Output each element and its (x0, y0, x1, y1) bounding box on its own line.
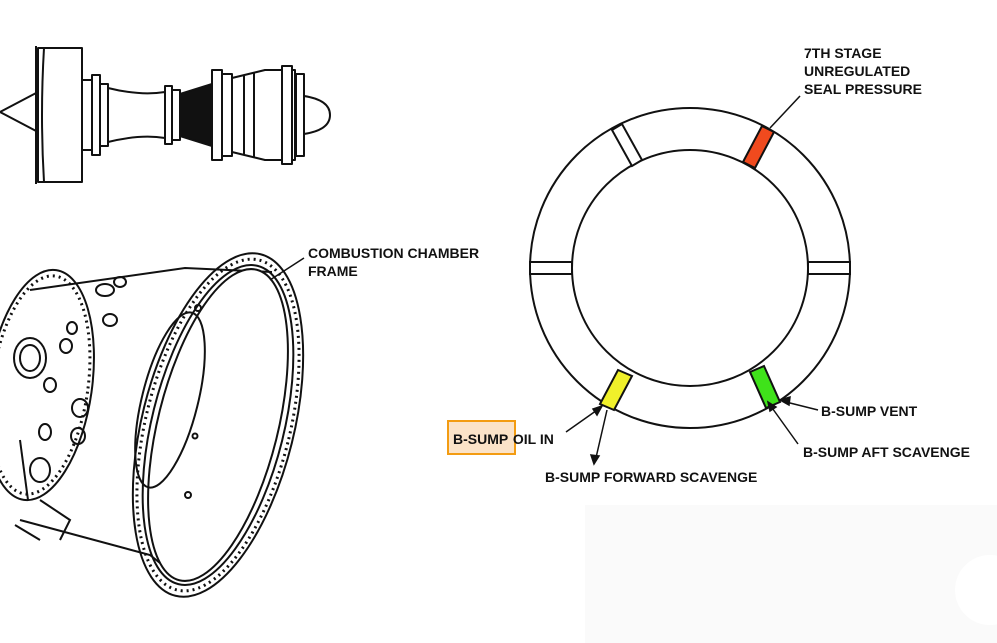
seal-pressure-line-1: 7TH STAGE (804, 45, 882, 61)
seal-pressure-port (741, 124, 776, 170)
oil-in-highlight[interactable] (447, 420, 516, 455)
sump-vent-label: B-SUMP VENT (821, 403, 918, 419)
frame-label: COMBUSTION CHAMBER FRAME (308, 244, 479, 280)
combustion-frame-icon (0, 252, 305, 598)
seal-pressure-line-2: UNREGULATED (804, 63, 911, 79)
oil-in-label: B-SUMP OIL IN (453, 430, 554, 448)
seal-pressure-label: 7TH STAGE UNREGULATED SEAL PRESSURE (804, 44, 922, 98)
sump-aft-scavenge-label: B-SUMP AFT SCAVENGE (803, 444, 970, 460)
sump-forward-scavenge-label: B-SUMP FORWARD SCAVENGE (545, 469, 758, 485)
jet-engine-icon (0, 46, 331, 184)
ring-leaders (565, 95, 819, 466)
frame-line-2: FRAME (308, 263, 358, 279)
seal-pressure-line-3: SEAL PRESSURE (804, 81, 922, 97)
oil-in-highlight-text: B-SUMP (453, 431, 508, 447)
blank-area (585, 505, 997, 643)
forward-scavenge-port (598, 368, 634, 412)
sump-ring-icon (529, 107, 851, 429)
oil-in-rest-text: OIL IN (512, 431, 554, 447)
frame-line-1: COMBUSTION CHAMBER (308, 245, 480, 261)
frame-leader (269, 257, 305, 281)
aft-scavenge-port (748, 364, 782, 410)
